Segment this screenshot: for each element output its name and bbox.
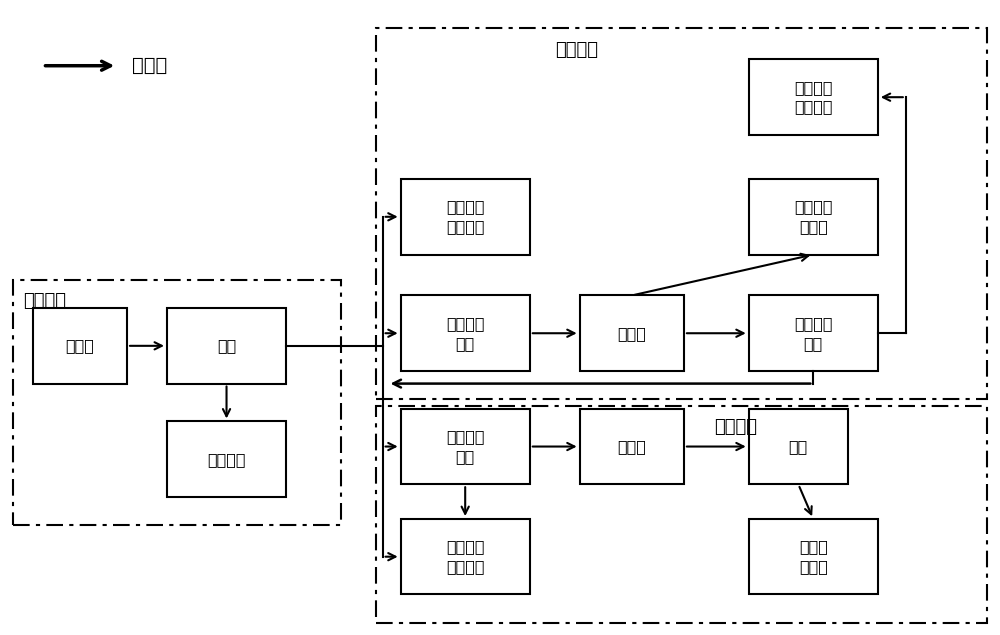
Text: 盐油热量
转换: 盐油热量 转换: [794, 316, 832, 351]
Text: 油水热量
转换损失: 油水热量 转换损失: [446, 539, 484, 574]
Text: 油盐热量
转换: 油盐热量 转换: [446, 316, 484, 351]
Text: 油水热量
转换: 油水热量 转换: [446, 429, 484, 464]
Text: 集热部分: 集热部分: [23, 292, 66, 311]
Text: 能量流: 能量流: [132, 57, 167, 75]
Bar: [167, 422, 286, 497]
Text: 盐油热量
转换损失: 盐油热量 转换损失: [794, 80, 832, 114]
Bar: [376, 406, 987, 623]
Text: 储热罐: 储热罐: [617, 326, 646, 341]
Text: 发电热
量损失: 发电热 量损失: [799, 539, 828, 574]
Text: 储热部分: 储热部分: [555, 41, 598, 58]
Bar: [749, 409, 848, 485]
Text: 太阳能: 太阳能: [65, 338, 94, 353]
Bar: [33, 308, 127, 384]
Text: 储热罐热
量损失: 储热罐热 量损失: [794, 199, 832, 234]
Bar: [376, 28, 987, 399]
Bar: [13, 280, 341, 525]
Bar: [401, 519, 530, 594]
Bar: [749, 179, 878, 255]
Bar: [749, 295, 878, 371]
Text: 电能: 电能: [789, 439, 808, 454]
Bar: [749, 60, 878, 135]
Text: 发电部分: 发电部分: [714, 418, 757, 436]
Text: 镜场: 镜场: [217, 338, 236, 353]
Bar: [401, 179, 530, 255]
Bar: [580, 295, 684, 371]
Bar: [580, 409, 684, 485]
Text: 光照损失: 光照损失: [207, 451, 246, 467]
Bar: [401, 409, 530, 485]
Bar: [749, 519, 878, 594]
Text: 汽轮机: 汽轮机: [617, 439, 646, 454]
Bar: [167, 308, 286, 384]
Bar: [401, 295, 530, 371]
Text: 油盐热量
转换损失: 油盐热量 转换损失: [446, 199, 484, 234]
